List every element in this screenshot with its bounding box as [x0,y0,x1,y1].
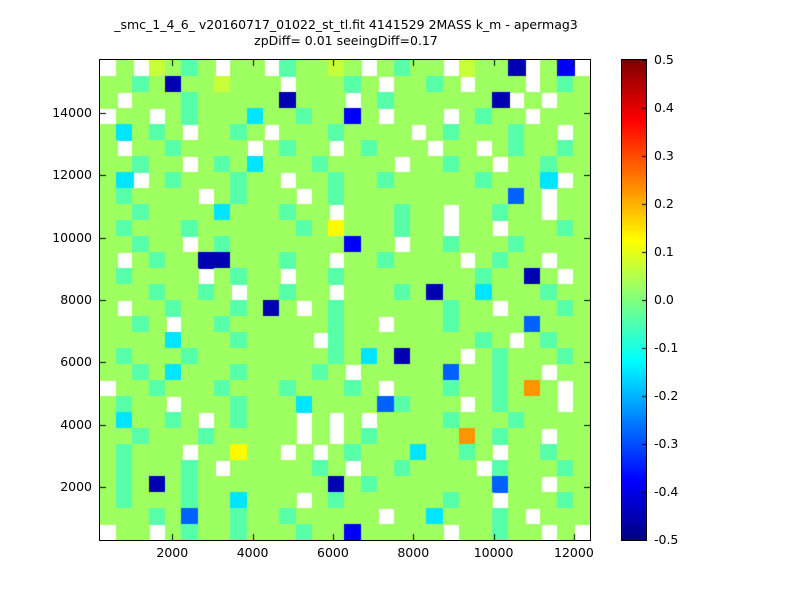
y-tick-label: 12000 [52,167,92,183]
y-tick-label: 6000 [60,354,92,370]
x-tick-label: 8000 [397,545,430,560]
x-tick-label: 4000 [236,545,269,560]
chart-subtitle: zpDiff= 0.01 seeingDiff=0.17 [254,33,438,48]
colorbar-tick-label: 0.1 [654,244,674,259]
y-tick-label: 14000 [52,104,92,120]
colorbar [621,59,647,541]
colorbar-tick-label: -0.5 [654,532,679,547]
colorbar-tick-label: 0.5 [654,52,674,67]
colorbar-tick-label: 0.3 [654,148,674,163]
colorbar-tick-label: 0.2 [654,196,674,211]
x-tick-label: 2000 [156,545,189,560]
colorbar-tick-label: -0.3 [654,436,679,451]
x-tick-label: 6000 [317,545,349,560]
colorbar-tick-label: 0.0 [654,292,674,307]
colorbar-tick-label: -0.2 [654,388,679,403]
colorbar-tick-label: 0.4 [654,100,674,115]
y-tick-label: 8000 [60,292,92,307]
x-tick-label: 12000 [554,545,594,560]
y-tick-label: 10000 [52,229,92,245]
y-tick-label: 2000 [60,479,92,494]
heatmap-plot-area [99,59,591,541]
chart-title: _smc_1_4_6_ v20160717_01022_st_tl.fit 41… [114,17,578,32]
colorbar-tick-label: -0.1 [654,340,679,355]
y-tick-label: 4000 [60,416,92,432]
x-tick-label: 10000 [473,545,514,560]
colorbar-tick-label: -0.4 [654,484,679,499]
